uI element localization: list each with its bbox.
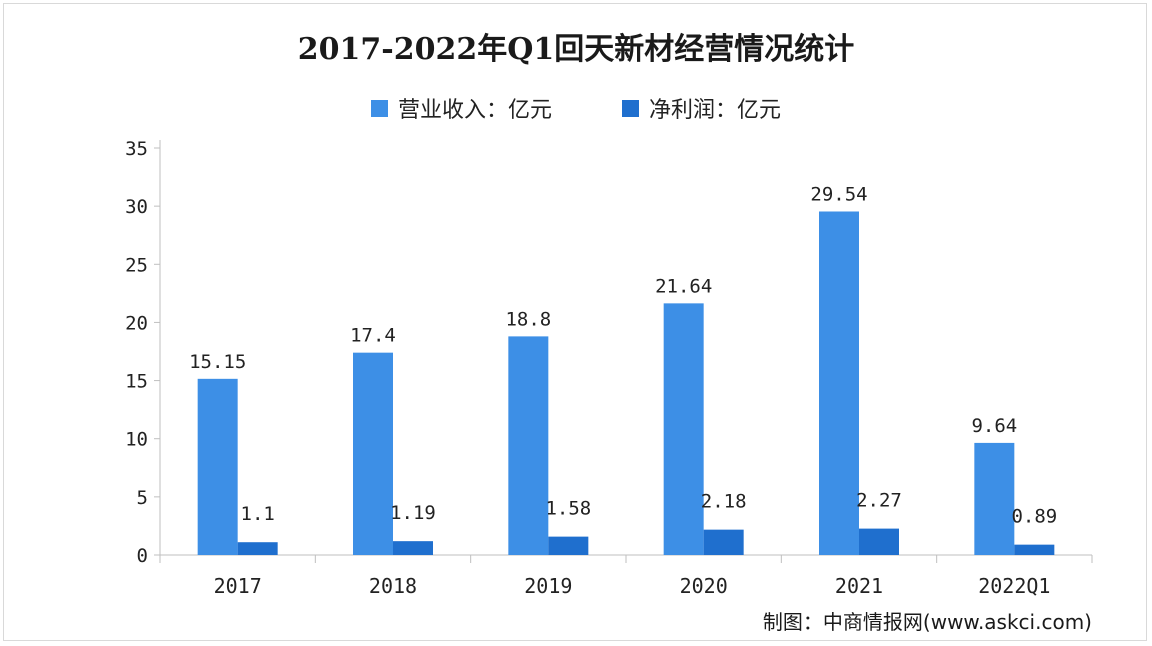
bar-revenue	[508, 336, 549, 555]
x-tick-label: 2019	[524, 574, 572, 598]
chart-frame	[3, 3, 1147, 641]
legend-item-revenue: 营业收入：亿元	[370, 92, 552, 124]
data-label-profit: 1.58	[545, 498, 591, 520]
y-tick-label: 15	[125, 371, 148, 393]
data-label-revenue: 29.54	[810, 183, 867, 205]
legend-label-revenue: 营业收入：亿元	[397, 98, 552, 123]
y-tick-label: 25	[125, 254, 148, 276]
x-tick-label: 2022Q1	[978, 574, 1050, 598]
y-tick-label: 35	[125, 138, 148, 160]
y-tick-label: 20	[125, 312, 148, 334]
y-tick-label: 0	[137, 545, 148, 567]
y-tick-label: 10	[125, 429, 148, 451]
data-label-revenue: 18.8	[505, 308, 551, 330]
data-label-profit: 2.27	[856, 490, 902, 512]
y-tick-label: 5	[137, 487, 148, 509]
bar-profit	[703, 529, 744, 555]
bar-profit	[237, 542, 278, 555]
legend-swatch-profit	[622, 99, 639, 117]
data-label-profit: 1.1	[241, 503, 275, 525]
data-label-profit: 1.19	[390, 502, 436, 524]
bar-profit	[859, 528, 899, 555]
bar-revenue	[974, 442, 1015, 555]
bar-revenue	[663, 303, 704, 555]
bar-revenue	[819, 211, 859, 555]
chart-credit: 制图：中商情报网(www.askci.com)	[762, 610, 1092, 634]
legend-label-profit: 净利润：亿元	[649, 98, 782, 123]
legend-swatch-revenue	[370, 99, 388, 117]
data-label-profit: 0.89	[1011, 506, 1057, 528]
bar-profit	[548, 536, 589, 555]
legend-item-profit: 净利润：亿元	[622, 92, 781, 124]
x-tick-label: 2017	[214, 574, 262, 598]
data-label-revenue: 15.15	[189, 351, 246, 373]
chart-legend: 营业收入：亿元 净利润：亿元	[0, 92, 1152, 124]
data-label-revenue: 17.4	[350, 325, 396, 347]
y-tick-label: 30	[125, 196, 148, 218]
bar-profit	[1014, 544, 1055, 555]
data-label-revenue: 21.64	[655, 275, 712, 297]
data-label-revenue: 9.64	[971, 415, 1017, 437]
bar-revenue	[353, 352, 393, 555]
x-tick-label: 2018	[369, 574, 417, 598]
x-tick-label: 2020	[680, 574, 728, 598]
bar-profit	[393, 541, 433, 555]
data-label-profit: 2.18	[701, 491, 747, 513]
bar-revenue	[197, 378, 238, 555]
x-tick-label: 2021	[835, 574, 883, 598]
chart-title: 2017-2022年Q1回天新材经营情况统计	[297, 32, 855, 67]
